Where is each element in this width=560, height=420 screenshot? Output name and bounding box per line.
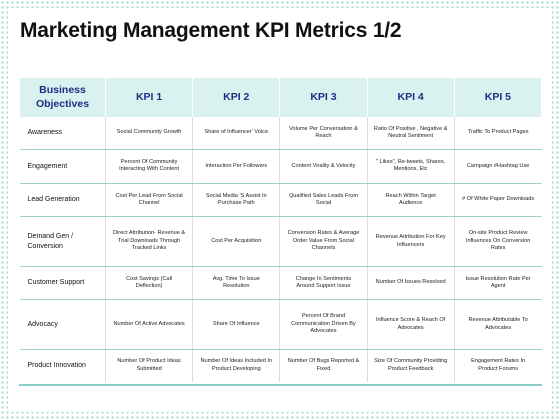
kpi-cell: Issue Resolution Rate Per Agent	[453, 266, 542, 301]
header-kpi-1: KPI 1	[104, 78, 194, 117]
kpi-cell: Direct Attribution- Revenue & Trial Down…	[104, 216, 193, 267]
kpi-cell: Change In Sentiments Around Support Issu…	[279, 266, 368, 301]
kpi-cell: Content Virality & Velocity	[279, 149, 368, 184]
kpi-cell: # Of White Paper Downloads	[453, 183, 542, 218]
kpi-cell: Avg. Time To Issue Resolution	[192, 266, 280, 301]
kpi-cell: Number Of Bugs Reported & Fixed	[279, 349, 368, 382]
table-row: Product Innovation Number Of Product Ide…	[20, 349, 542, 382]
slide: Marketing Management KPI Metrics 1/2 Bus…	[8, 8, 552, 412]
kpi-cell: Cost Per Lead From Social Channel	[104, 183, 193, 218]
kpi-cell: Cost Savings (Call Deflection)	[104, 266, 193, 301]
table-row: Lead Generation Cost Per Lead From Socia…	[19, 183, 542, 218]
kpi-cell: Size Of Community Providing Product Feed…	[366, 349, 455, 382]
objective-cell: Lead Generation	[19, 183, 106, 218]
table-row: Customer Support Cost Savings (Call Defl…	[19, 266, 542, 301]
table-row: Advocacy Number Of Active Advocates Shar…	[19, 299, 542, 350]
objective-cell: Awareness	[19, 117, 106, 151]
table-bottom-rule	[19, 384, 542, 386]
objective-cell: Product Innovation	[27, 362, 86, 370]
kpi-cell: Share of Influencer' Voice	[192, 117, 280, 151]
objective-cell: Advocacy	[19, 299, 106, 350]
kpi-cell: Percent Of Community Interacting With Co…	[104, 149, 193, 184]
kpi-cell: Number Of Product Ideas Submitted	[104, 349, 193, 382]
kpi-cell: Conversion Rates & Average Order Value F…	[279, 216, 368, 267]
kpi-cell: Number Of Ideas Included In Product Deve…	[192, 349, 280, 382]
kpi-cell: Reach Within Target Audience	[366, 183, 455, 218]
kpi-cell: Number Of Active Advocates	[104, 299, 193, 350]
kpi-cell: Engagement Rates In Product Forums	[453, 349, 542, 382]
kpi-cell: Revenue Attributable To Advocates	[453, 299, 542, 350]
kpi-cell: " Likes", Re-tweets, Shares, Mentions, E…	[366, 149, 455, 184]
kpi-cell: Percent Of Brand Communication Driven By…	[279, 299, 368, 350]
kpi-cell: Traffic To Product Pages	[453, 117, 542, 151]
header-kpi-5: KPI 5	[453, 78, 543, 117]
objective-cell: Customer Support	[19, 266, 106, 301]
kpi-cell: Campaign #Hashtag Use	[453, 149, 542, 184]
header-business-objectives: Business Objectives	[19, 78, 106, 117]
kpi-table: Business Objectives KPI 1 KPI 2 KPI 3 KP…	[19, 78, 543, 382]
kpi-cell: Volume Per Conversation & Reach	[279, 117, 368, 151]
table-header-row: Business Objectives KPI 1 KPI 2 KPI 3 KP…	[19, 78, 543, 117]
header-kpi-3: KPI 3	[279, 78, 368, 117]
kpi-cell: Social Media 'S Assist In Purchase Path	[192, 183, 280, 218]
kpi-cell: Interaction Per Followers	[192, 149, 280, 184]
kpi-cell: Qualified Sales Leads From Social	[279, 183, 368, 218]
table-row: Awareness Social Community Growth Share …	[19, 117, 542, 151]
header-kpi-4: KPI 4	[366, 78, 455, 117]
header-kpi-2: KPI 2	[192, 78, 281, 117]
kpi-cell: Social Community Growth	[104, 117, 193, 151]
table-row: Engagement Percent Of Community Interact…	[19, 149, 542, 184]
kpi-cell: Revenue Attribution For Key Influencers	[366, 216, 455, 267]
page-title: Marketing Management KPI Metrics 1/2	[20, 19, 402, 42]
kpi-cell: Ratio Of Positive , Negative & Neutral S…	[366, 117, 455, 151]
kpi-cell: Influence Score & Reach Of Advocates	[366, 299, 455, 350]
objective-cell: Engagement	[19, 149, 106, 184]
table-row: Demand Gen / Conversion Direct Attributi…	[19, 216, 542, 267]
kpi-cell: Cost Per Acquisition	[192, 216, 280, 267]
kpi-cell: On-site Product Review Influences On Con…	[453, 216, 542, 267]
kpi-cell: Share Of Influence	[192, 299, 280, 350]
kpi-cell: Number Of Issues Resolved	[366, 266, 455, 301]
objective-cell: Demand Gen / Conversion	[19, 216, 106, 267]
